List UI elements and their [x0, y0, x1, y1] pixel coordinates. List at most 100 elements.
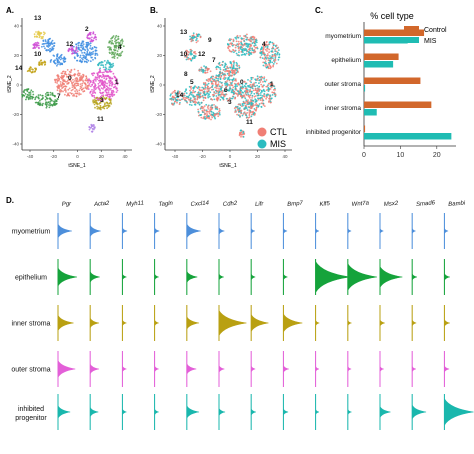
- tsne-point: [99, 62, 102, 64]
- tsne-point: [193, 103, 196, 106]
- tsne-point: [207, 82, 210, 85]
- tsne-point: [254, 40, 257, 43]
- panel-b-y-label: tSNE_2: [150, 75, 156, 92]
- tsne-point: [239, 47, 242, 50]
- tsne-point: [101, 94, 103, 97]
- tsne-point: [221, 84, 224, 87]
- tsne-point: [108, 104, 110, 107]
- gene-label: Klf5: [319, 201, 330, 208]
- tsne-point: [220, 75, 223, 78]
- tsne-point: [40, 63, 43, 66]
- tsne-point: [187, 58, 190, 61]
- cluster-label: 9: [208, 37, 212, 44]
- tsne-point: [224, 77, 227, 79]
- tsne-point: [88, 126, 91, 128]
- tsne-point: [40, 32, 43, 34]
- tsne-point: [176, 101, 178, 104]
- tsne-point: [273, 92, 276, 95]
- tsne-point: [215, 95, 218, 97]
- gene-label: Msx2: [384, 201, 399, 208]
- tsne-point: [252, 83, 255, 86]
- tsne-point: [29, 91, 32, 93]
- tsne-point: [49, 61, 52, 63]
- tsne-point: [35, 67, 37, 70]
- tsne-point: [46, 91, 48, 94]
- tsne-point: [110, 41, 113, 44]
- tsne-point: [50, 41, 53, 44]
- tsne-point: [95, 97, 97, 100]
- tsne-point: [234, 50, 236, 52]
- tsne-point: [263, 46, 265, 49]
- y-tick-label: 0: [16, 83, 19, 88]
- tsne-point: [49, 47, 51, 50]
- tsne-point: [95, 102, 98, 104]
- tsne-point: [237, 40, 240, 43]
- tsne-point: [245, 52, 248, 55]
- tsne-point: [107, 80, 110, 82]
- tsne-point: [118, 54, 120, 57]
- violin-myometrium-pgr: [57, 213, 72, 249]
- tsne-point: [246, 100, 249, 103]
- tsne-point: [101, 76, 103, 79]
- tsne-point: [228, 88, 231, 90]
- tsne-point: [222, 69, 225, 71]
- tsne-point: [62, 59, 65, 62]
- tsne-point: [75, 80, 78, 83]
- tsne-point: [104, 63, 107, 66]
- tsne-point: [64, 93, 66, 96]
- tsne-point: [273, 60, 276, 63]
- violin-outer-stroma-klf5: [315, 351, 320, 387]
- tsne-point: [275, 62, 278, 65]
- violin-inner-stroma-cdh2: [218, 305, 247, 341]
- x-tick-label: 0: [76, 154, 79, 159]
- tsne-point: [94, 50, 97, 52]
- violin-myometrium-bambi: [444, 213, 449, 249]
- tsne-point: [184, 96, 187, 99]
- tsne-point: [249, 88, 252, 91]
- tsne-point: [275, 44, 278, 47]
- gene-label: Wnt7a: [351, 200, 369, 208]
- tsne-point: [107, 71, 110, 73]
- tsne-point: [235, 38, 238, 40]
- tsne-point: [117, 35, 120, 38]
- tsne-point: [244, 81, 246, 83]
- violin-outer-stroma-bmp7: [283, 351, 289, 387]
- tsne-point: [112, 91, 115, 93]
- tsne-point: [109, 68, 111, 71]
- tsne-point: [246, 112, 249, 114]
- tsne-point: [88, 43, 91, 45]
- bar-control: [364, 125, 366, 132]
- tsne-point: [254, 104, 256, 107]
- tsne-point: [94, 57, 97, 60]
- tsne-point: [175, 92, 177, 94]
- tsne-point: [238, 54, 241, 57]
- tsne-point: [95, 38, 97, 41]
- tsne-point: [262, 102, 265, 105]
- tsne-point: [75, 46, 78, 49]
- tsne-point: [102, 88, 104, 90]
- tsne-point: [117, 38, 120, 40]
- tsne-point: [200, 101, 203, 104]
- tsne-point: [252, 49, 255, 52]
- tsne-point: [189, 97, 192, 100]
- cell-type-label: myometrium: [12, 229, 51, 236]
- tsne-point: [196, 93, 198, 96]
- tsne-point: [42, 61, 45, 64]
- tsne-point: [68, 87, 71, 90]
- tsne-point: [231, 67, 234, 70]
- cell-type-label: inner stroma: [12, 321, 51, 328]
- tsne-point: [99, 79, 101, 82]
- tsne-point: [71, 49, 74, 52]
- tsne-point: [232, 60, 235, 63]
- cluster-label: 4: [118, 44, 122, 51]
- tsne-point: [108, 95, 110, 98]
- tsne-point: [98, 106, 101, 109]
- tsne-point: [257, 94, 260, 97]
- tsne-point: [253, 38, 256, 41]
- tsne-point: [203, 92, 206, 95]
- tsne-point: [32, 93, 35, 96]
- tsne-point: [193, 57, 196, 59]
- tsne-point: [116, 50, 119, 52]
- tsne-point: [190, 48, 192, 51]
